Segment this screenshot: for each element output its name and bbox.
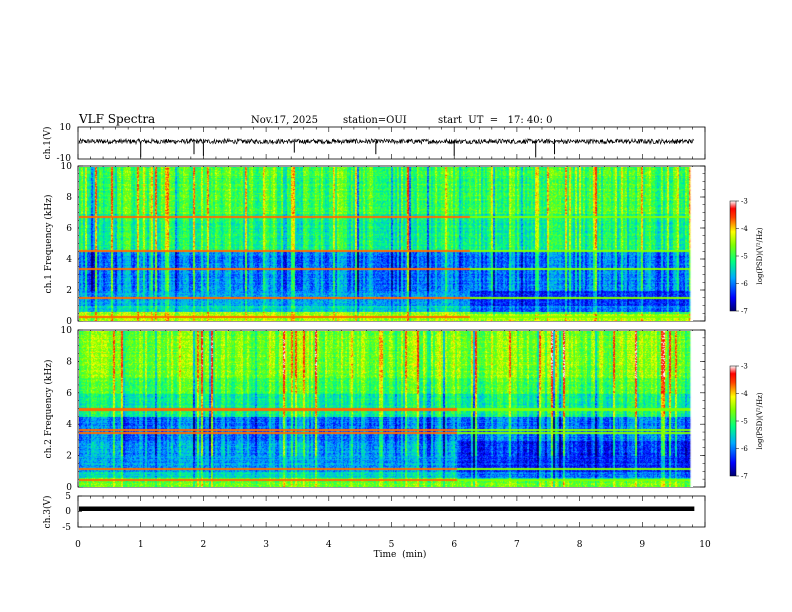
ch3-waveform-ylabel: ch.3(V) [42,496,53,529]
time-tick-label: 7 [514,540,520,550]
ch1-waveform-ylabel: ch.1(V) [42,127,53,160]
time-tick-label: 6 [451,540,457,550]
ch2-colorbar-gradient [729,365,737,477]
ch1-colorbar-gradient [729,200,737,312]
ch1-colorbar-tick-label: -7 [741,308,748,316]
ch1-spectrogram-ytick-label: 6 [66,224,72,234]
ch1-spectrogram-ylabel: ch.1 Frequency (kHz) [43,195,54,294]
ch2-spectrogram-ytick-label: 10 [61,326,73,336]
time-tick-label: 5 [389,540,395,550]
ch3-ytick-bottom: -5 [62,523,71,533]
time-tick-label: 3 [263,540,269,550]
time-tick-label: 9 [639,540,645,550]
ch1-spectrogram-yticks: 0 2 4 6 8 10 [61,162,705,327]
ch1-waveform-trace [78,137,695,158]
ch1-colorbar-tick-label: -5 [741,253,748,261]
time-tick-label: 0 [75,540,81,550]
ch2-spectrogram-heatmap [79,331,693,487]
ch3-waveform-line [79,506,695,511]
ch1-spectrogram-heatmap [79,167,693,321]
time-tick-label: 2 [201,540,207,550]
ch3-waveform-ticks [77,495,706,528]
ch1-colorbar-ticks: -3 -4 -5 -6 -7 [736,198,748,316]
ch2-colorbar-label: log(PSD)(V²/Hz) [756,392,764,449]
time-tick-label: 10 [699,540,711,550]
ch1-spectrogram-ytick-label: 10 [61,162,73,172]
ch1-spectrogram-ytick-label: 2 [66,286,72,296]
ch1-ytick-bottom: -10 [57,154,72,164]
ch2-spectrogram-ytick-label: 4 [66,420,72,430]
ch2-colorbar-tick-label: -7 [741,473,748,481]
ch2-spectrogram-ytick-label: 8 [66,357,72,367]
ch1-spectrogram-ytick-label: 4 [66,255,72,265]
ch1-colorbar-tick-label: -6 [741,280,748,288]
ch2-colorbar-ticks: -3 -4 -5 -6 -7 [736,363,748,481]
date-label: Nov.17, 2025 [251,115,318,126]
ch1-colorbar: -3 -4 -5 -6 -7 log(PSD)(V²/Hz) [729,198,764,316]
ch1-colorbar-tick-label: -4 [741,225,748,233]
ch2-spectrogram-ytick-label: 2 [66,452,72,462]
ch2-colorbar-tick-label: -6 [741,445,748,453]
ch2-spectrogram-ytick-label: 0 [66,483,72,493]
time-tick-label: 1 [138,540,144,550]
ch3-waveform-trace [79,506,695,511]
ch3-ytick-mid: 0 [65,507,71,517]
ch2-colorbar-tick-label: -4 [741,390,748,398]
ch1-waveform-line [78,137,695,146]
ch1-spectrogram-ytick-label: 8 [66,193,72,203]
time-tick-label: 8 [577,540,583,550]
station-label: station=OUI [343,115,407,126]
ch1-waveform-ticks [77,127,706,159]
ch2-colorbar-tick-label: -5 [741,418,748,426]
ch1-ytick-top: 10 [60,123,72,133]
start-time-label: start UT = 17: 40: 0 [438,115,553,126]
ch3-ytick-top: 5 [65,492,71,502]
ch2-spectrogram-ylabel: ch.2 Frequency (kHz) [43,360,54,459]
ch3-waveform-panel: 5 0 -5 ch.3(V) [42,492,706,533]
ch2-spectrogram-ytick-label: 6 [66,389,72,399]
ch1-spectrogram-ytick-label: 0 [66,317,72,327]
ch2-colorbar: -3 -4 -5 -6 -7 log(PSD)(V²/Hz) [729,363,764,481]
ch1-colorbar-tick-label: -3 [741,198,748,206]
figure-title: VLF Spectra [78,112,155,126]
ch2-spectrogram-yticks: 0 2 4 6 8 10 [61,326,705,493]
time-axis-label: Time (min) [374,549,427,560]
ch1-waveform-panel: 10 -10 ch.1(V) [42,123,706,164]
time-axis: 0 1 2 3 4 5 6 7 8 9 10 [75,540,711,550]
ch1-colorbar-label: log(PSD)(V²/Hz) [756,227,764,284]
ch2-colorbar-tick-label: -3 [741,363,748,371]
time-tick-label: 4 [326,540,332,550]
